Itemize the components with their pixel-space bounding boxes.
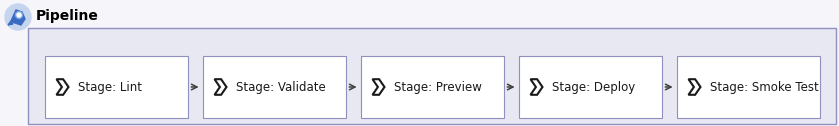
FancyBboxPatch shape — [44, 56, 187, 118]
FancyBboxPatch shape — [519, 56, 661, 118]
Text: Stage: Deploy: Stage: Deploy — [553, 81, 636, 93]
FancyBboxPatch shape — [28, 28, 836, 124]
Polygon shape — [8, 21, 13, 25]
FancyBboxPatch shape — [361, 56, 503, 118]
FancyBboxPatch shape — [202, 56, 346, 118]
FancyBboxPatch shape — [676, 56, 820, 118]
Text: Stage: Preview: Stage: Preview — [394, 81, 482, 93]
Text: Stage: Lint: Stage: Lint — [79, 81, 143, 93]
Circle shape — [15, 11, 23, 19]
Circle shape — [17, 13, 21, 17]
FancyBboxPatch shape — [0, 0, 839, 28]
Circle shape — [5, 4, 31, 30]
Text: Stage: Smoke Test: Stage: Smoke Test — [711, 81, 819, 93]
Text: Stage: Validate: Stage: Validate — [237, 81, 326, 93]
Text: Pipeline: Pipeline — [36, 9, 99, 23]
Polygon shape — [11, 10, 25, 25]
